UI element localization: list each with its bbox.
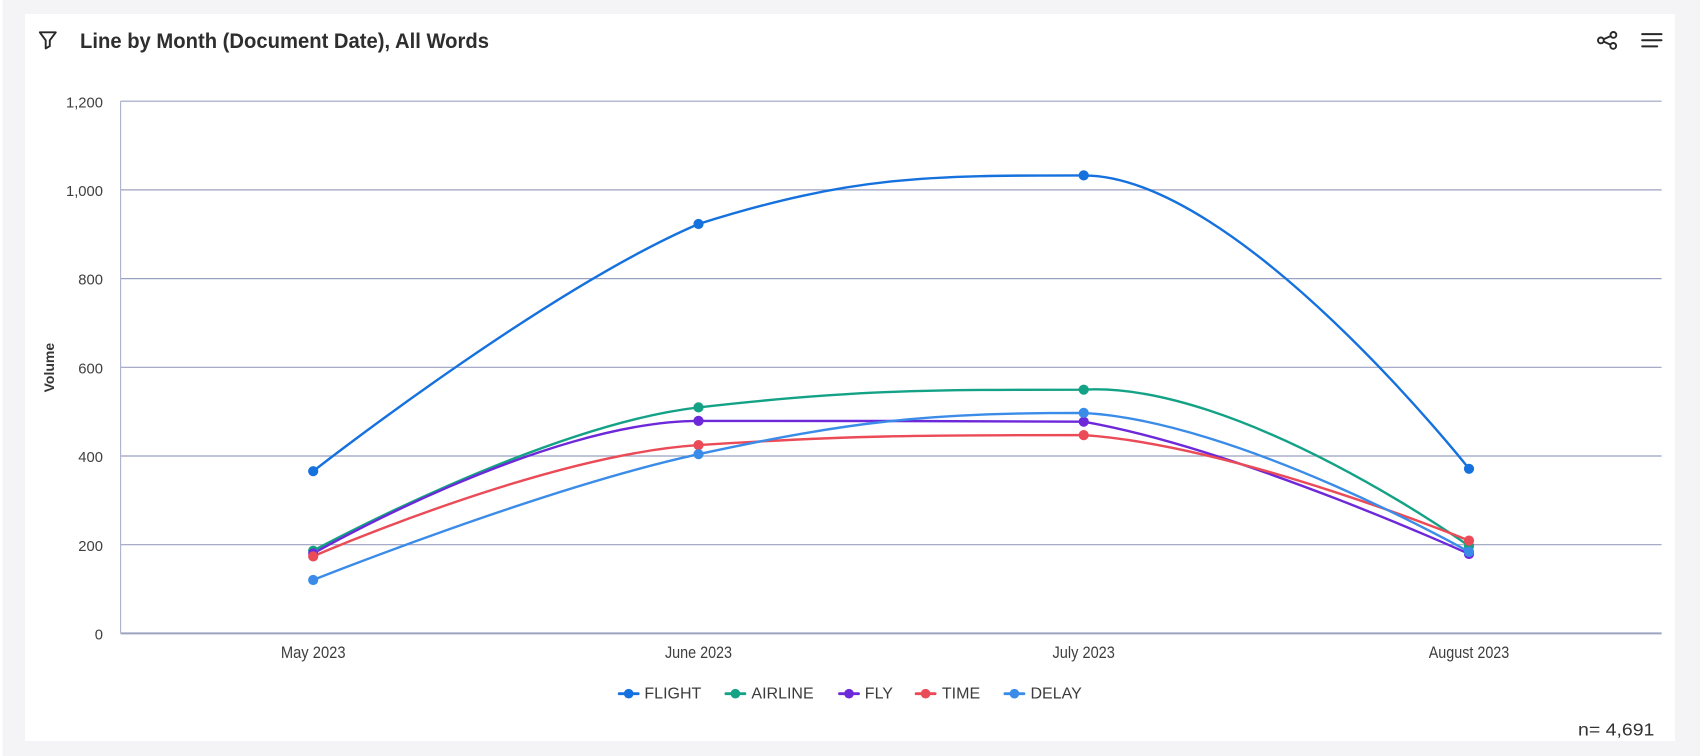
svg-text:TIME: TIME <box>942 685 980 702</box>
svg-text:n= 4,691: n= 4,691 <box>1578 720 1654 740</box>
svg-text:FLIGHT: FLIGHT <box>644 685 701 702</box>
svg-text:DELAY: DELAY <box>1031 685 1083 702</box>
svg-text:600: 600 <box>78 361 103 377</box>
svg-text:May 2023: May 2023 <box>281 644 346 662</box>
svg-text:July 2023: July 2023 <box>1053 644 1115 662</box>
svg-text:AIRLINE: AIRLINE <box>751 685 813 702</box>
svg-text:0: 0 <box>95 628 103 644</box>
svg-text:August 2023: August 2023 <box>1429 644 1510 662</box>
svg-text:1,000: 1,000 <box>66 184 103 200</box>
svg-text:400: 400 <box>78 450 103 466</box>
svg-text:June 2023: June 2023 <box>665 644 732 662</box>
svg-text:FLY: FLY <box>865 685 893 702</box>
svg-text:200: 200 <box>78 539 103 555</box>
svg-text:800: 800 <box>78 273 103 289</box>
svg-text:Volume: Volume <box>41 343 57 393</box>
svg-text:1,200: 1,200 <box>66 95 103 111</box>
svg-text:Line by Month (Document Date),: Line by Month (Document Date), All Words <box>80 30 489 53</box>
